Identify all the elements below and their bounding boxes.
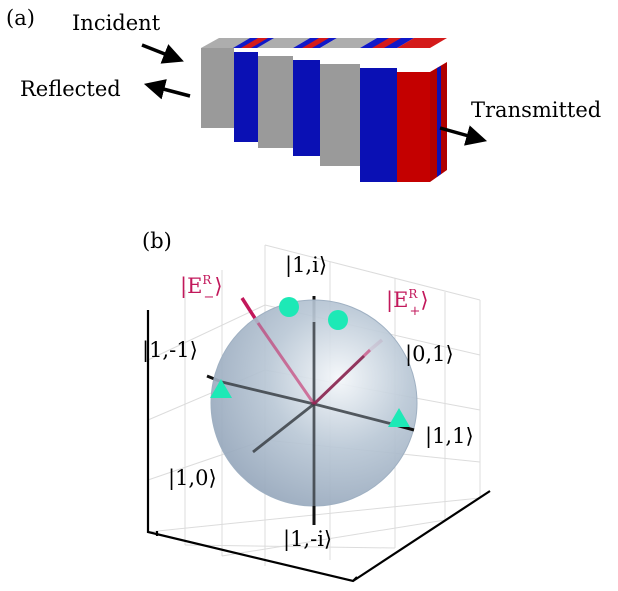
reflected-label: Reflected xyxy=(20,77,121,101)
state-label-1-i: |1,i⟩ xyxy=(285,253,327,278)
state-label-0-1: |0,1⟩ xyxy=(405,342,454,367)
transmitted-arrow xyxy=(439,125,488,146)
multilayer-side-face xyxy=(430,62,447,182)
circle-marker xyxy=(279,297,299,317)
multilayer-front-face xyxy=(201,48,430,182)
circle-marker xyxy=(328,310,348,330)
multilayer-top-face xyxy=(201,38,447,48)
triangle-marker xyxy=(210,379,232,398)
state-label-1-minus-i: |1,-i⟩ xyxy=(283,527,332,552)
state-markers xyxy=(210,297,410,427)
panel-a-label: (a) xyxy=(6,6,35,30)
panel-b-label: (b) xyxy=(142,229,172,253)
e-minus-ray-inner xyxy=(256,322,316,405)
incident-label: Incident xyxy=(72,11,161,35)
e-minus-label: |ER −⟩ xyxy=(180,273,223,305)
triangle-marker xyxy=(388,408,410,427)
panel-b: (b) xyxy=(142,229,491,583)
box-axes xyxy=(146,310,491,583)
state-label-1-0: |1,0⟩ xyxy=(168,466,217,491)
reflected-arrow xyxy=(143,79,191,100)
e-plus-ray-inner xyxy=(312,348,372,406)
incident-arrow xyxy=(141,43,184,64)
transmitted-label: Transmitted xyxy=(471,98,601,122)
state-label-1-1: |1,1⟩ xyxy=(425,424,474,449)
e-plus-label: |ER +⟩ xyxy=(386,287,429,319)
panel-a: (a) xyxy=(6,6,601,182)
state-label-1-minus-1: |1,-1⟩ xyxy=(142,338,198,363)
